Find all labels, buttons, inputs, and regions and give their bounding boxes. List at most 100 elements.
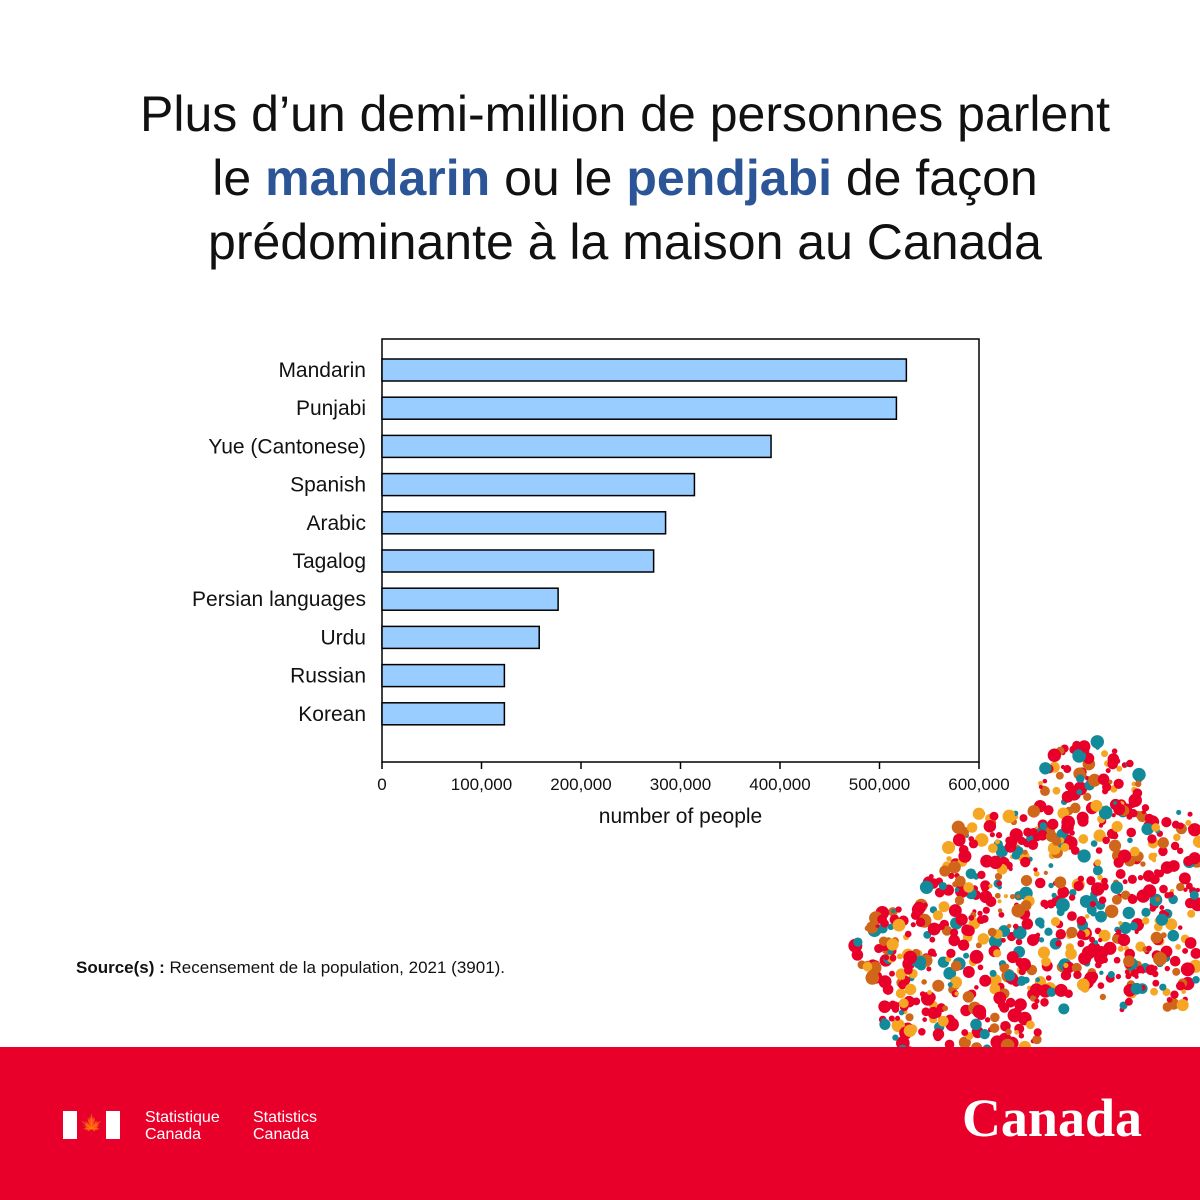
bar xyxy=(381,702,506,726)
decorative-dot xyxy=(977,964,984,971)
decorative-dot xyxy=(990,1012,1000,1023)
decorative-dot xyxy=(1027,839,1039,850)
decorative-dot xyxy=(1038,784,1043,789)
decorative-dot xyxy=(1033,1028,1042,1037)
decorative-dot xyxy=(989,969,997,977)
decorative-dot xyxy=(997,899,1002,904)
decorative-dot xyxy=(1142,884,1157,898)
decorative-dot xyxy=(1005,1028,1012,1036)
decorative-dot xyxy=(1006,809,1016,819)
decorative-dot xyxy=(1113,803,1126,816)
decorative-dot xyxy=(882,984,894,995)
decorative-dot xyxy=(1063,962,1069,968)
decorative-dot xyxy=(1077,849,1091,863)
decorative-dot xyxy=(1073,881,1080,888)
category-label: Persian languages xyxy=(192,588,366,611)
decorative-dot xyxy=(1000,937,1006,943)
decorative-dot xyxy=(1101,750,1108,758)
decorative-dot xyxy=(980,880,991,891)
decorative-dot xyxy=(1045,975,1052,981)
decorative-dot xyxy=(1048,863,1054,869)
title-text: le xyxy=(212,150,266,206)
decorative-dot xyxy=(1099,993,1107,1001)
decorative-dot xyxy=(1077,940,1085,948)
decorative-dot xyxy=(1111,813,1116,818)
decorative-dot xyxy=(987,927,997,937)
x-tick-label: 500,000 xyxy=(849,775,910,794)
decorative-dot xyxy=(1046,987,1057,997)
x-tick-label: 200,000 xyxy=(550,775,611,794)
signature-fr: Statistique Canada xyxy=(145,1109,220,1143)
decorative-dot xyxy=(974,833,989,847)
decorative-dot xyxy=(947,982,953,988)
decorative-dot xyxy=(1027,805,1041,818)
decorative-dot xyxy=(939,865,951,877)
decorative-dot xyxy=(927,948,936,957)
decorative-dot xyxy=(1150,931,1163,944)
decorative-dot xyxy=(1061,821,1074,834)
decorative-dot xyxy=(1066,926,1078,939)
decorative-dot xyxy=(1134,780,1142,788)
decorative-dot xyxy=(1159,884,1168,894)
decorative-dot xyxy=(1104,904,1119,919)
source-text: Recensement de la population, 2021 (3901… xyxy=(164,958,506,977)
decorative-dot xyxy=(983,820,997,833)
decorative-dot xyxy=(899,974,906,980)
decorative-dot xyxy=(988,883,993,889)
title-highlight-mandarin: mandarin xyxy=(265,150,491,206)
signature-fr-line1: Statistique xyxy=(145,1109,220,1126)
decorative-dot xyxy=(922,1017,928,1022)
decorative-dot xyxy=(1051,836,1062,846)
page-title: Plus d’un demi-million de personnes parl… xyxy=(60,82,1190,274)
decorative-dot xyxy=(903,950,918,965)
decorative-dot xyxy=(934,887,945,898)
decorative-dot xyxy=(1003,963,1010,970)
decorative-dot xyxy=(1008,866,1013,872)
decorative-dot xyxy=(969,949,984,964)
decorative-dot xyxy=(1102,836,1110,845)
decorative-dot xyxy=(1125,997,1133,1006)
signature-fr-line2: Canada xyxy=(145,1126,202,1143)
decorative-dot xyxy=(1078,834,1089,844)
decorative-dot xyxy=(989,811,999,821)
decorative-dot xyxy=(1187,909,1196,918)
bar xyxy=(381,625,540,650)
decorative-dot xyxy=(1192,835,1200,848)
bar xyxy=(381,663,506,688)
decorative-dot xyxy=(1117,945,1124,952)
decorative-dot xyxy=(989,1023,1000,1033)
decorative-dot xyxy=(1118,849,1132,863)
decorative-dot xyxy=(1090,799,1103,812)
decorative-dot xyxy=(1102,788,1109,795)
decorative-dot xyxy=(963,882,974,893)
decorative-dot xyxy=(972,807,985,820)
decorative-dot xyxy=(865,971,880,985)
decorative-dot xyxy=(1000,1022,1005,1027)
decorative-dot xyxy=(912,901,926,915)
decorative-dot xyxy=(952,833,966,847)
decorative-dot xyxy=(989,832,995,838)
decorative-dot xyxy=(976,915,986,924)
decorative-dot xyxy=(1077,876,1083,881)
decorative-dot xyxy=(1040,998,1049,1007)
decorative-dot xyxy=(1047,748,1062,762)
decorative-dot xyxy=(1034,998,1040,1004)
decorative-dot xyxy=(1037,946,1050,959)
decorative-dot xyxy=(1185,882,1193,890)
decorative-dot xyxy=(1115,869,1126,880)
decorative-dot xyxy=(1114,758,1121,764)
decorative-dot xyxy=(1023,857,1030,863)
decorative-dot xyxy=(1033,867,1038,872)
decorative-dot xyxy=(950,960,962,972)
decorative-dot xyxy=(877,914,887,925)
decorative-dot xyxy=(995,845,1008,858)
decorative-dot xyxy=(1018,1033,1025,1039)
decorative-dot xyxy=(1117,933,1131,947)
decorative-dot xyxy=(927,990,932,995)
decorative-dot xyxy=(864,925,871,932)
decorative-dot xyxy=(951,820,965,834)
decorative-dot xyxy=(1167,929,1180,942)
decorative-dot xyxy=(921,979,927,985)
decorative-dot xyxy=(1151,858,1157,863)
x-tick-label: 600,000 xyxy=(948,775,1009,794)
